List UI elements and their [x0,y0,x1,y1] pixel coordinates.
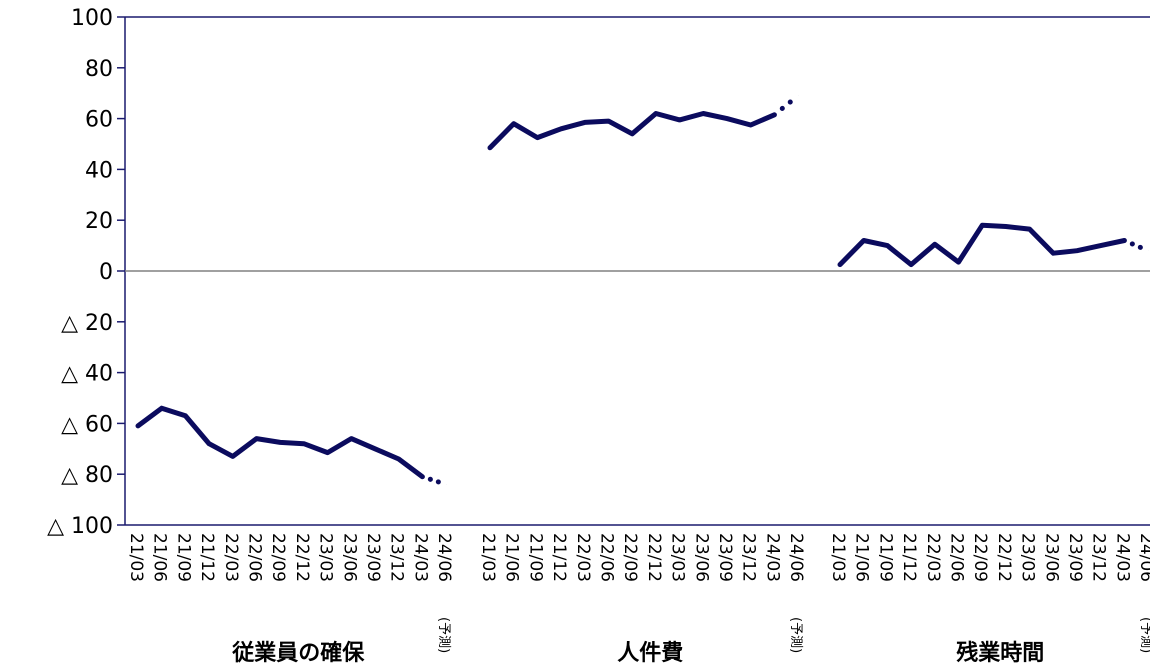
x-tick-label: 23/06 [339,533,359,582]
x-tick-label: 22/03 [573,533,593,582]
x-tick-label: 23/03 [668,533,688,582]
x-tick-label: 23/06 [1041,533,1061,582]
x-tick-label: 22/12 [994,533,1014,582]
forecast-segment-3 [1121,238,1150,254]
group-label-1: 従業員の確保 [231,640,365,666]
y-tick-label: △ 80 [61,463,113,488]
x-tick-label: 23/12 [739,533,759,582]
x-tick-label: 21/06 [852,533,872,582]
x-tick-label: 21/12 [197,533,217,582]
x-tick-label: 22/06 [947,533,967,582]
forecast-note: (予測) [1138,617,1150,653]
x-tick-label: 24/06 [786,533,806,582]
x-tick-label: 24/03 [410,533,430,582]
x-tick-label: 23/12 [1089,533,1109,582]
x-tick-label: 21/09 [173,533,193,582]
series-line-2 [487,111,777,151]
x-tick-label: 23/12 [387,533,407,582]
x-tick-label: 22/03 [923,533,943,582]
y-tick-label: 0 [99,260,113,285]
x-tick-label: 24/06 [1136,533,1150,582]
forecast-note: (予測) [788,617,803,653]
group-label-3: 残業時間 [956,640,1044,666]
x-tick-label: 24/03 [762,533,782,582]
x-tick-label: 24/06 [434,533,454,582]
x-tick-label: 22/09 [268,533,288,582]
forecast-segment-2 [771,93,801,118]
x-tick-label: 23/03 [1018,533,1038,582]
y-tick-label: △ 100 [47,514,113,539]
x-tick-label: 21/03 [126,533,146,582]
x-tick-label: 22/09 [620,533,640,582]
x-tick-label: 22/06 [597,533,617,582]
group-label-2: 人件費 [617,641,683,666]
y-tick-label: 60 [85,108,113,133]
x-tick-label: 21/03 [828,533,848,582]
x-tick-label: 21/06 [502,533,522,582]
x-tick-label: 23/09 [1065,533,1085,582]
x-tick-label: 22/09 [970,533,990,582]
y-tick-label: 40 [85,158,113,183]
y-tick-label: △ 60 [61,412,113,437]
y-tick-label: 100 [71,6,113,31]
y-tick-label: △ 40 [61,362,113,387]
x-tick-label: 22/12 [644,533,664,582]
x-tick-label: 21/03 [478,533,498,582]
forecast-note: (予測) [436,617,451,653]
x-tick-label: 22/06 [245,533,265,582]
series-line-3 [837,222,1127,268]
x-tick-label: 21/12 [899,533,919,582]
y-tick-label: △ 20 [61,311,113,336]
x-tick-label: 23/06 [691,533,711,582]
x-tick-label: 21/12 [549,533,569,582]
y-tick-label: 80 [85,57,113,82]
x-tick-label: 21/09 [525,533,545,582]
y-tick-label: 20 [85,209,113,234]
forecast-segment-1 [419,474,449,487]
x-tick-label: 21/09 [875,533,895,582]
x-tick-label: 22/12 [292,533,312,582]
x-tick-label: 23/09 [715,533,735,582]
x-tick-label: 23/03 [316,533,336,582]
x-tick-label: 24/03 [1112,533,1132,582]
x-tick-label: 21/06 [150,533,170,582]
x-tick-label: 23/09 [363,533,383,582]
x-tick-label: 22/03 [221,533,241,582]
